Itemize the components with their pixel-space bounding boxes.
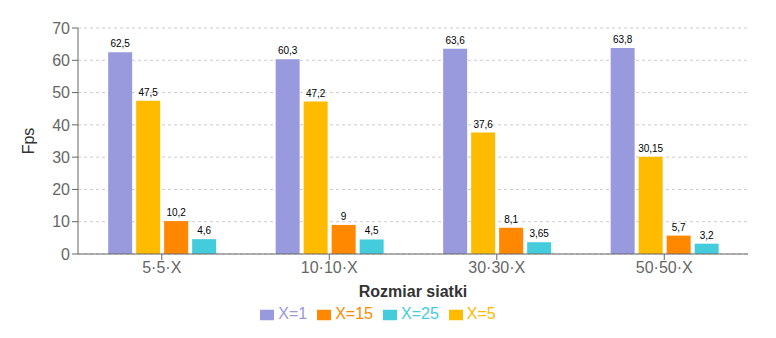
svg-text:50: 50 bbox=[52, 84, 70, 101]
svg-text:30·30·X: 30·30·X bbox=[468, 259, 525, 276]
html-text:X=1: X=1 bbox=[278, 305, 308, 322]
svg-text:30: 30 bbox=[52, 149, 70, 166]
svg-text:3,2: 3,2 bbox=[700, 230, 714, 241]
html-text:X=15: X=15 bbox=[335, 305, 373, 322]
svg-text:5,7: 5,7 bbox=[672, 222, 686, 233]
svg-text:4,6: 4,6 bbox=[197, 225, 211, 236]
svg-text:40: 40 bbox=[52, 117, 70, 134]
svg-text:20: 20 bbox=[52, 181, 70, 198]
svg-text:0: 0 bbox=[61, 246, 70, 263]
svg-text:60,3: 60,3 bbox=[278, 45, 298, 56]
svg-text:37,6: 37,6 bbox=[473, 119, 493, 130]
svg-text:47,5: 47,5 bbox=[138, 87, 158, 98]
svg-text:30,15: 30,15 bbox=[638, 143, 663, 154]
svg-text:70: 70 bbox=[52, 20, 70, 37]
svg-text:62,5: 62,5 bbox=[110, 38, 130, 49]
svg-text:Rozmiar siatki: Rozmiar siatki bbox=[359, 283, 467, 300]
svg-text:Fps: Fps bbox=[20, 128, 37, 155]
svg-text:8,1: 8,1 bbox=[504, 214, 518, 225]
svg-text:63,8: 63,8 bbox=[613, 34, 633, 45]
svg-text:4,5: 4,5 bbox=[365, 225, 379, 236]
svg-text:50·50·X: 50·50·X bbox=[636, 259, 693, 276]
html-text:X=5: X=5 bbox=[466, 305, 496, 322]
svg-text:63,6: 63,6 bbox=[445, 35, 465, 46]
svg-text:47,2: 47,2 bbox=[306, 88, 326, 99]
svg-text:60: 60 bbox=[52, 52, 70, 69]
svg-text:3,65: 3,65 bbox=[529, 228, 549, 239]
svg-text:5·5·X: 5·5·X bbox=[142, 259, 181, 276]
svg-text:10: 10 bbox=[52, 213, 70, 230]
svg-text:10,2: 10,2 bbox=[166, 207, 186, 218]
svg-text:10·10·X: 10·10·X bbox=[301, 259, 358, 276]
svg-text:9: 9 bbox=[341, 211, 347, 222]
html-text:X=25: X=25 bbox=[401, 305, 439, 322]
